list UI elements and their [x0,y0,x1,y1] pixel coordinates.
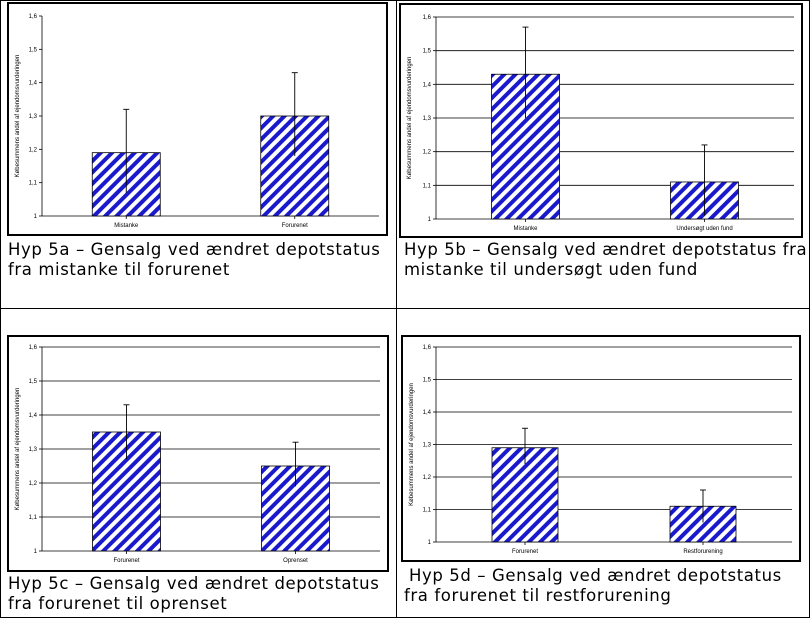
x-tick-label: Forurenet [512,549,538,555]
y-tick-label: 1 [34,549,38,555]
y-tick-label: 1,6 [423,345,432,351]
caption-5b: Hyp 5b – Gensalg ved ændret depotstatus … [404,240,807,280]
y-axis-label: Købesummens andel af ejendomsvurderingen [409,383,415,506]
y-tick-label: 1,6 [423,15,432,21]
chart-panel-5b: 1 1,1 1,2 1,3 1,4 1,5 1,6 Købesummens andel af … [399,3,803,238]
chart-5b: 1 1,1 1,2 1,3 1,4 1,5 1,6 Købesummens andel af … [407,15,794,232]
caption-5b-line1: Hyp 5b – Gensalg ved ændret depotstatus … [404,240,808,259]
y-tick-label: 1,2 [423,150,432,156]
y-tick-label: 1,2 [423,475,432,481]
y-tick-label: 1,4 [29,81,38,87]
x-tick-label: Forurenet [113,558,139,564]
caption-5a-line1: Hyp 5a – Gensalg ved ændret depotstatus [8,240,381,259]
y-tick-label: 1 [34,214,38,220]
chart-5a: 1 1,1 1,2 1,3 1,4 1,5 1,6 Købesummens andel af … [15,14,379,229]
caption-5d: Hyp 5d – Gensalg ved ændret depotstatus … [404,566,782,606]
caption-5c-line2: fra forurenet til oprenset [8,594,228,613]
y-tick-label: 1,1 [29,181,38,187]
y-tick-label: 1,4 [423,82,432,88]
caption-5c: Hyp 5c – Gensalg ved ændret depotstatus … [8,574,379,614]
x-tick-label: Oprenset [283,558,308,564]
y-tick-label: 1,4 [29,413,38,419]
chart-panel-5d: 1 1,1 1,2 1,3 1,4 1,5 1,6 Købesummens andel af … [401,335,801,562]
x-tick-label: Undersøgt uden fund [676,226,732,232]
y-axis-label: Købesummens andel af ejendomsvurderingen [15,388,21,511]
x-tick-label: Forurenet [282,223,308,229]
y-tick-label: 1,5 [423,378,432,384]
y-tick-label: 1,1 [423,508,432,514]
y-axis-label: Købesummens andel af ejendomsvurderingen [15,55,21,178]
y-axis-label: Købesummens andel af ejendomsvurderingen [407,57,413,180]
y-tick-label: 1,5 [29,379,38,385]
x-tick-label: Mistanke [513,226,538,232]
chart-5c: 1 1,1 1,2 1,3 1,4 1,5 1,6 Købesummens andel af … [15,345,380,564]
chart-5d: 1 1,1 1,2 1,3 1,4 1,5 1,6 Købesummens andel af … [409,345,792,555]
y-tick-label: 1,5 [29,47,38,53]
y-tick-label: 1,4 [423,410,432,416]
y-tick-label: 1,6 [29,14,38,20]
x-tick-label: Mistanke [114,223,139,229]
y-tick-label: 1,3 [423,116,432,122]
caption-5d-line1: Hyp 5d – Gensalg ved ændret depotstatus [409,566,782,585]
y-tick-label: 1,5 [423,49,432,55]
x-tick-label: Restforurening [683,549,722,555]
caption-5d-line2: fra forurenet til restforurening [404,586,672,605]
y-tick-label: 1,2 [29,147,38,153]
y-tick-label: 1,3 [423,443,432,449]
y-tick-label: 1,1 [423,183,432,189]
y-tick-label: 1,2 [29,481,38,487]
chart-panel-5c: 1 1,1 1,2 1,3 1,4 1,5 1,6 Købesummens andel af … [7,335,389,572]
caption-5a: Hyp 5a – Gensalg ved ændret depotstatus … [8,240,380,280]
caption-5c-line1: Hyp 5c – Gensalg ved ændret depotstatus [8,574,380,593]
chart-panel-5a: 1 1,1 1,2 1,3 1,4 1,5 1,6 Købesummens andel af … [7,2,388,236]
y-tick-label: 1,3 [29,447,38,453]
y-tick-label: 1,3 [29,114,38,120]
caption-5b-line2: mistanke til undersøgt uden fund [404,260,698,279]
y-tick-label: 1,1 [29,515,38,521]
caption-5a-line2: fra mistanke til forurenet [8,260,230,279]
y-tick-label: 1 [428,217,432,223]
y-tick-label: 1 [428,540,432,546]
y-tick-label: 1,6 [29,345,38,351]
